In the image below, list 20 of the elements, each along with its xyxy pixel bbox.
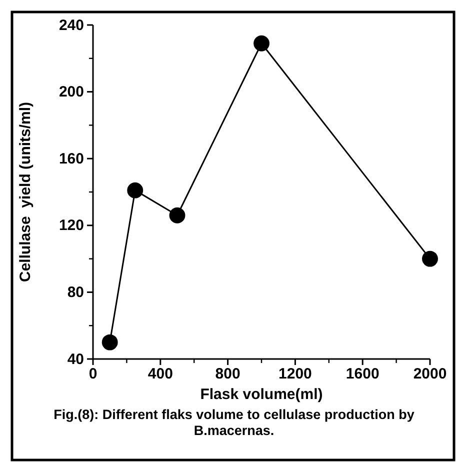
x-tick-label: 1200: [278, 366, 312, 383]
y-tick-label: 240: [58, 16, 84, 34]
x-tick-label: 400: [148, 366, 173, 383]
point: [102, 334, 118, 350]
x-axis-title: Flask volume(ml): [200, 386, 323, 403]
x-tick-label: 800: [215, 366, 240, 383]
x-tick-label: 1600: [346, 366, 380, 383]
y-tick-label: 80: [67, 284, 84, 301]
point: [254, 35, 270, 52]
point: [169, 207, 186, 224]
point: [127, 182, 144, 198]
y-tick-label: 200: [58, 84, 84, 101]
y-tick-label: 40: [67, 350, 84, 368]
text: Fig.(8): Different flaks volume to cellulase production by B.macernas.: [54, 407, 415, 438]
y-tick-label: 160: [58, 150, 84, 168]
point: [422, 250, 438, 267]
x-tick-label: 0: [88, 366, 98, 383]
y-axis-title: Cellulase yield (units/ml): [17, 102, 34, 282]
x-tick-label: 2000: [413, 366, 447, 383]
y-tick-label: 120: [58, 217, 84, 234]
